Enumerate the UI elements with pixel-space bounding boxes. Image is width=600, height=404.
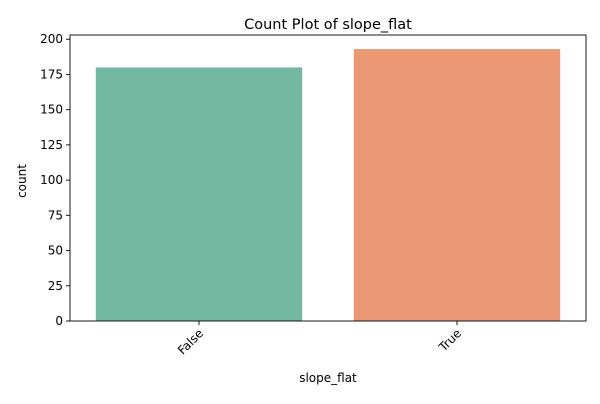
bars-layer [95, 49, 561, 322]
y-tick-label: 75 [48, 208, 63, 222]
y-tick-label: 125 [40, 138, 63, 152]
axes-layer [69, 34, 587, 322]
y-ticks: 0 25 50 75 100 125 150 175 200 [40, 32, 70, 328]
bar-false [95, 67, 303, 322]
chart-title: Count Plot of slope_flat [244, 17, 412, 33]
plot-frame [69, 34, 587, 322]
y-tick-label: 200 [40, 32, 63, 46]
y-axis-label: count [15, 164, 29, 198]
y-tick-label: 25 [48, 279, 63, 293]
y-tick-label: 150 [40, 103, 63, 117]
bar-true [353, 49, 561, 321]
x-ticks: False True [175, 321, 464, 357]
x-tick-label-false: False [175, 326, 206, 357]
y-tick-label: 100 [40, 173, 63, 187]
y-tick-label: 50 [48, 244, 63, 258]
y-tick-label: 0 [55, 314, 63, 328]
y-tick-label: 175 [40, 67, 63, 81]
x-tick-label-true: True [435, 326, 464, 355]
x-axis-label: slope_flat [299, 371, 357, 385]
